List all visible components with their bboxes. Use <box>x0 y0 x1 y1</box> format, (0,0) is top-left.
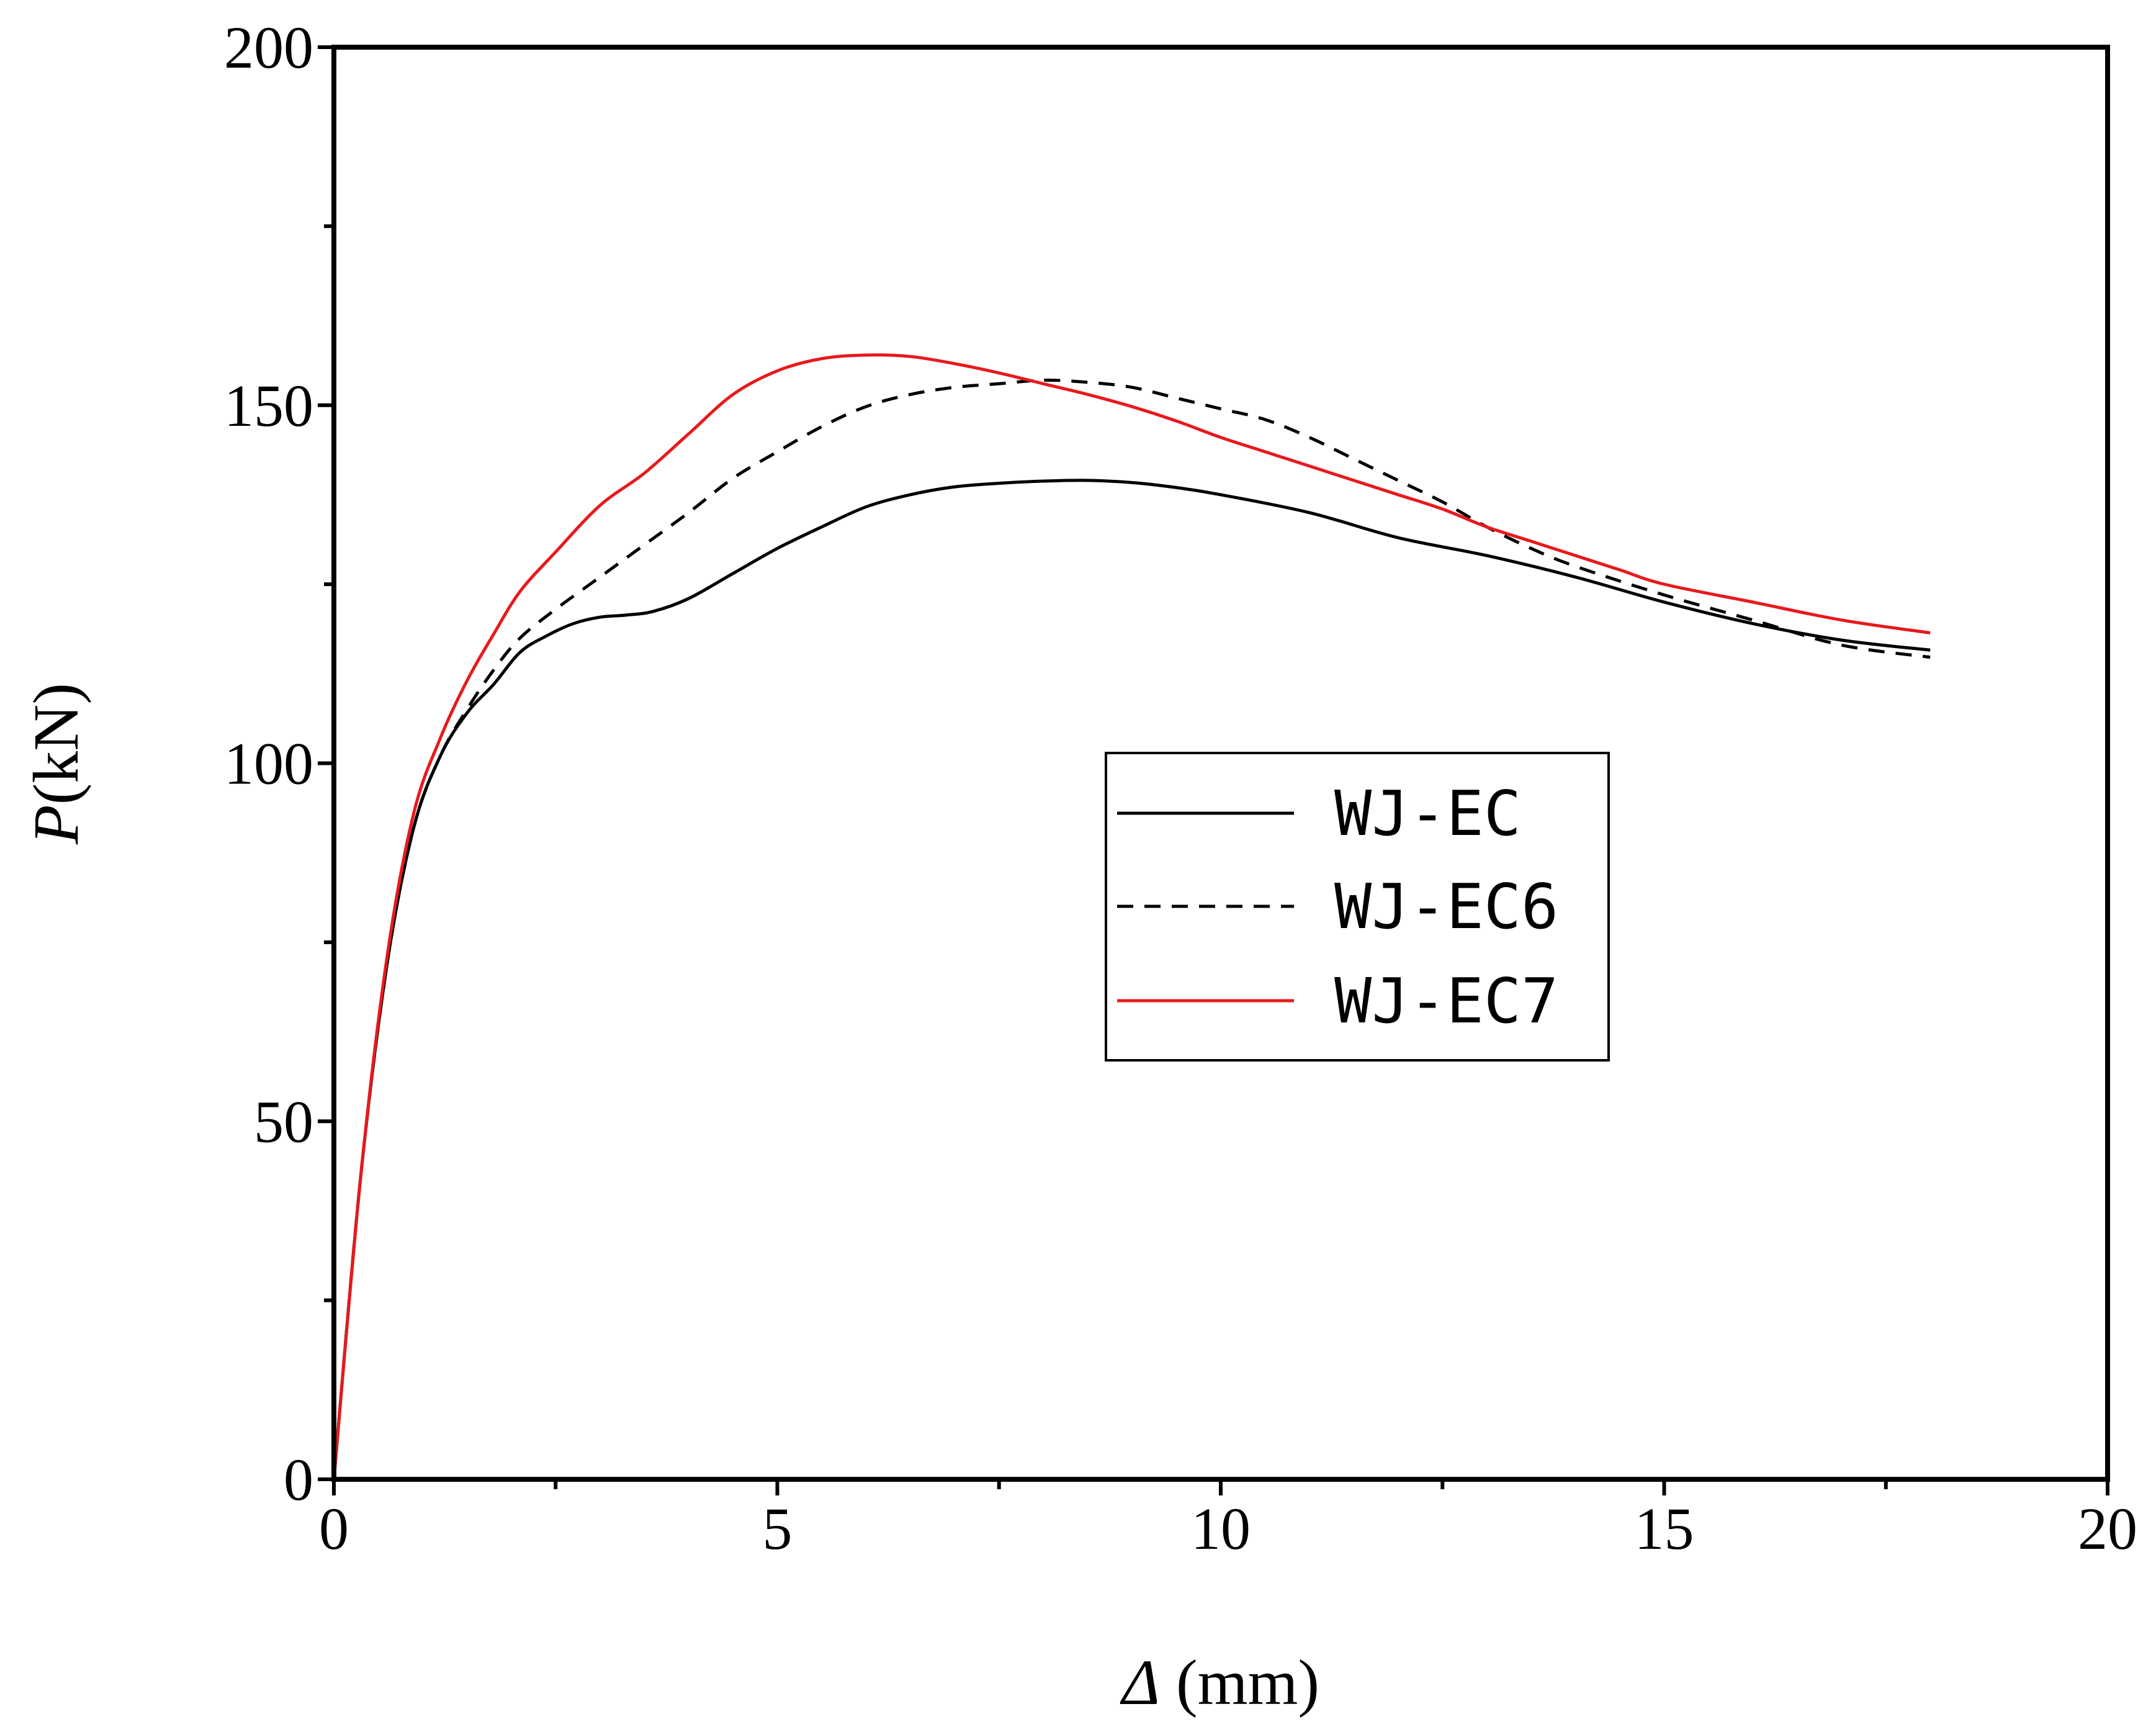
legend-box <box>1105 752 1610 1062</box>
series-wj-ec6 <box>332 378 1931 1480</box>
y-tick-label: 100 <box>224 731 313 797</box>
x-tick-label: 15 <box>1635 1495 1694 1562</box>
legend-label-wj-ec7: WJ-EC7 <box>1334 965 1558 1037</box>
series-wj-ec <box>332 479 1931 1480</box>
legend-label-wj-ec6: WJ-EC6 <box>1334 870 1558 943</box>
y-axis-symbol: P <box>20 805 92 845</box>
legend-label-wj-ec: WJ-EC <box>1334 777 1521 850</box>
series-layer <box>332 353 1931 1480</box>
x-tick-label: 10 <box>1191 1495 1251 1562</box>
y-tick-label: 200 <box>224 14 313 81</box>
legend: WJ-EC WJ-EC6 WJ-EC7 <box>1105 752 1610 1062</box>
x-tick-label: 0 <box>319 1495 349 1562</box>
y-axis-title: P(kN) <box>20 683 92 845</box>
x-axis-symbol: Δ <box>1120 1647 1160 1718</box>
y-tick-label: 50 <box>254 1088 313 1155</box>
x-axis-unit: (mm) <box>1160 1647 1319 1718</box>
series-wj-ec7 <box>332 353 1931 1480</box>
x-tick-label: 20 <box>2078 1495 2137 1562</box>
y-tick-label: 150 <box>224 372 313 439</box>
x-axis-title: Δ (mm) <box>1120 1647 1319 1718</box>
y-axis-unit: (kN) <box>20 683 92 805</box>
x-tick-label: 5 <box>763 1495 793 1562</box>
y-tick-label: 0 <box>284 1446 313 1513</box>
